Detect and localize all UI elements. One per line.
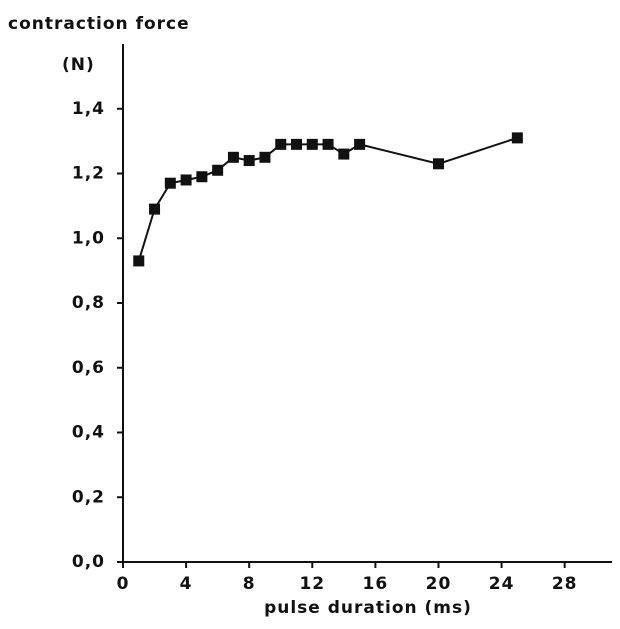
marker [511,132,523,144]
y-tick-label: 1,2 [72,164,105,184]
marker [133,255,145,267]
y-tick-label: 0,6 [72,358,105,378]
chart-title: contraction force [8,14,190,34]
marker [164,177,176,189]
y-tick-label: 1,4 [72,99,105,119]
marker [180,174,192,186]
marker [306,138,318,150]
marker [432,158,444,170]
y-tick-label: 1,0 [72,228,105,248]
x-tick-label: 16 [363,574,389,594]
marker [196,171,208,183]
y-tick-label: 0,2 [72,487,105,507]
marker [212,164,224,176]
marker [275,138,287,150]
marker [227,151,239,163]
marker [322,138,334,150]
marker [243,155,255,167]
x-tick-label: 8 [243,574,256,594]
x-tick-label: 4 [180,574,193,594]
y-tick-label: 0,4 [72,423,105,443]
x-tick-label: 20 [426,574,452,594]
x-axis-label: pulse duration (ms) [264,598,472,618]
x-tick-label: 0 [117,574,130,594]
x-tick-label: 28 [552,574,578,594]
marker [291,138,303,150]
marker [354,138,366,150]
x-tick-label: 12 [299,574,325,594]
marker [338,148,350,160]
marker [259,151,271,163]
y-tick-label: 0,0 [72,552,105,572]
y-axis-label: (N) [62,55,95,75]
y-tick-label: 0,8 [72,293,105,313]
marker [149,203,161,215]
x-tick-label: 24 [489,574,515,594]
data-line [137,136,518,262]
